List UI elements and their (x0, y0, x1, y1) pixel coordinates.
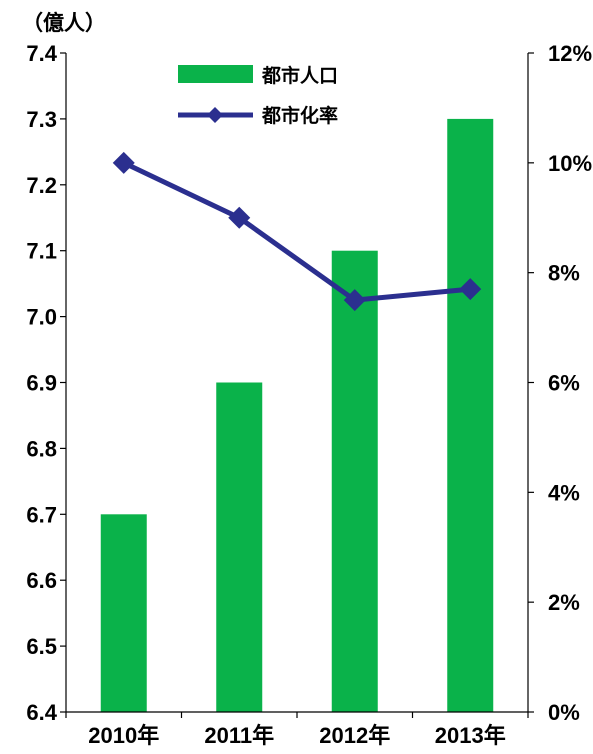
left-axis-unit-label: （億人） (22, 11, 106, 35)
bar-2010年 (100, 514, 147, 712)
legend-bar-swatch (178, 65, 253, 83)
left-tick-label: 7.0 (26, 305, 57, 330)
legend: 都市人口 都市化率 (178, 64, 338, 127)
line-point-2013年 (459, 278, 482, 301)
line-point-2012年 (343, 289, 366, 312)
bar-2011年 (216, 382, 263, 712)
legend-bar-label: 都市人口 (261, 64, 338, 87)
right-tick-label: 12% (548, 41, 592, 66)
right-tick-label: 8% (548, 261, 580, 286)
left-tick-label: 7.3 (26, 107, 57, 132)
line-series-都市化率 (122, 160, 471, 303)
left-tick-label: 6.4 (26, 700, 57, 725)
x-tick-label: 2011年 (204, 723, 274, 748)
right-tick-label: 4% (548, 480, 580, 505)
left-tick-label: 7.2 (26, 173, 57, 198)
bar-2013年 (447, 118, 494, 712)
right-tick-label: 0% (548, 700, 580, 725)
right-tick-label: 10% (548, 151, 592, 176)
left-tick-label: 6.5 (26, 634, 57, 659)
legend-line-marker (207, 107, 223, 123)
left-tick-label: 6.8 (26, 436, 57, 461)
right-tick-label: 6% (548, 371, 580, 396)
right-tick-label: 2% (548, 590, 580, 615)
x-tick-label: 2012年 (319, 723, 390, 748)
line-point-2010年 (112, 151, 135, 174)
line-point-2011年 (228, 206, 251, 229)
x-tick-label: 2013年 (435, 723, 506, 748)
bar-2012年 (331, 250, 378, 712)
left-tick-label: 7.4 (26, 41, 57, 66)
plot-area: 7.4 7.3 7.2 7.1 7.0 6.9 6.8 6.7 6.6 6.5 6.4 12% 10% 8… (26, 41, 592, 748)
legend-line-label: 都市化率 (261, 104, 338, 127)
left-tick-label: 7.1 (26, 239, 57, 264)
left-tick-label: 6.7 (26, 502, 57, 527)
x-tick-label: 2010年 (88, 723, 159, 748)
left-tick-label: 6.6 (26, 568, 57, 593)
left-tick-label: 6.9 (26, 371, 57, 396)
